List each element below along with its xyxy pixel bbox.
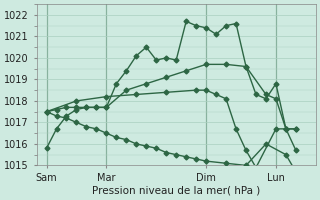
X-axis label: Pression niveau de la mer( hPa ): Pression niveau de la mer( hPa ) [92, 186, 260, 196]
